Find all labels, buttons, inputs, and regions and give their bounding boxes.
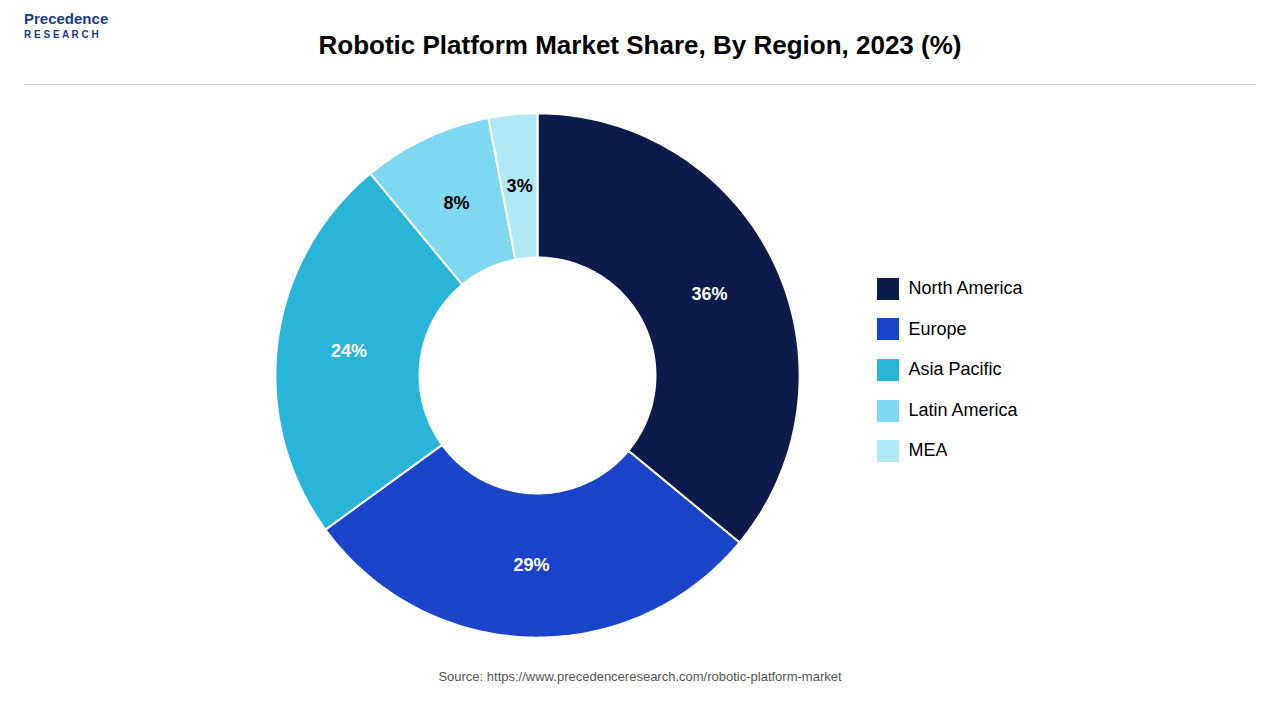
svg-text:24%: 24% — [331, 341, 367, 361]
html-text:Asia Pacific: Asia Pacific — [908, 359, 1002, 380]
svg-text:3%: 3% — [507, 176, 533, 196]
html-text:Robotic Platform Market Share,: Robotic Platform Market Share, By Region… — [318, 30, 962, 60]
svg-text:36%: 36% — [692, 284, 728, 304]
html-text:MEA: MEA — [908, 440, 948, 461]
html-text:Precedence: Precedence — [24, 10, 109, 27]
html-text:Europe: Europe — [908, 318, 967, 339]
html-text:Source: https://www.precedence: Source: https://www.precedenceresearch.c… — [438, 669, 842, 684]
svg-text:8%: 8% — [444, 193, 470, 213]
html-text:Latin America: Latin America — [908, 399, 1018, 420]
html-text:North America: North America — [908, 278, 1023, 298]
svg-text:29%: 29% — [514, 555, 550, 575]
html-text:R E S E A R C H: R E S E A R C H — [24, 29, 99, 40]
